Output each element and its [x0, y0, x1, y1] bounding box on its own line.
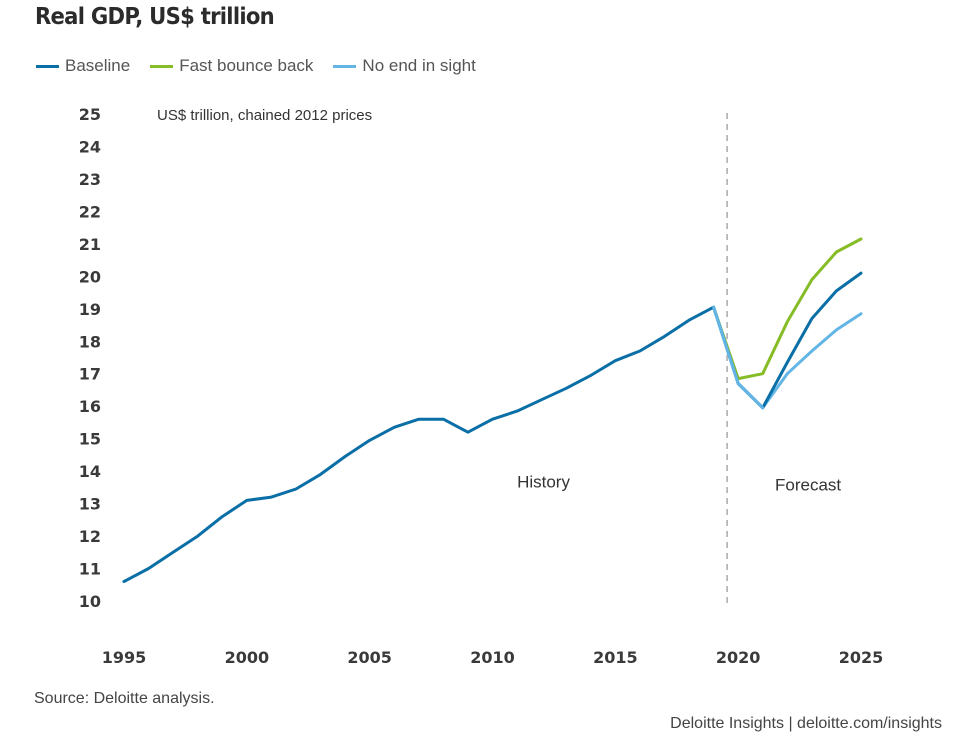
legend-item-fast-bounce-back: Fast bounce back — [150, 56, 313, 76]
y-tick-label: 16 — [79, 397, 101, 416]
legend-label-no-end-in-sight: No end in sight — [362, 56, 476, 75]
y-tick-label: 19 — [79, 300, 101, 319]
x-tick-label: 2020 — [716, 648, 761, 667]
x-tick-label: 2025 — [839, 648, 884, 667]
y-tick-label: 10 — [79, 592, 101, 611]
legend-item-baseline: Baseline — [36, 56, 130, 76]
y-tick-label: 14 — [79, 462, 101, 481]
y-tick-label: 24 — [79, 137, 101, 156]
series-line-no-end-in-sight-overlay — [712, 305, 765, 410]
annotation-forecast: Forecast — [775, 476, 841, 495]
unit-note: US$ trillion, chained 2012 prices — [157, 107, 372, 124]
legend-swatch-no-end-in-sight — [333, 64, 357, 68]
series-line-baseline — [122, 271, 863, 583]
chart-title: Real GDP, US$ trillion — [35, 4, 275, 30]
series-layer — [122, 237, 863, 583]
y-tick-label: 23 — [79, 170, 101, 189]
series-line-fast-bounce-back — [712, 237, 863, 381]
x-tick-label: 2015 — [593, 648, 638, 667]
annotations: History Forecast — [517, 472, 841, 494]
legend-swatch-baseline — [36, 64, 59, 68]
credit-link[interactable]: Deloitte Insights | deloitte.com/insight… — [670, 715, 942, 732]
x-tick-label: 2010 — [470, 648, 515, 667]
y-axis: 10 11 12 13 14 15 16 17 18 19 20 21 22 23 24 25 — [79, 105, 101, 611]
legend-label-fast-bounce-back: Fast bounce back — [179, 56, 314, 75]
x-axis: 1995 2000 2005 2010 2015 2020 2025 — [102, 648, 884, 667]
y-tick-label: 11 — [79, 560, 101, 579]
y-tick-label: 21 — [79, 235, 101, 254]
x-tick-label: 2005 — [347, 648, 392, 667]
x-tick-label: 1995 — [102, 648, 147, 667]
y-tick-label: 18 — [79, 332, 101, 351]
legend-label-baseline: Baseline — [65, 56, 131, 75]
legend-swatch-fast-bounce-back — [150, 64, 174, 68]
y-tick-label: 15 — [79, 430, 101, 449]
legend: Baseline Fast bounce back No end in sigh… — [36, 56, 496, 76]
y-tick-label: 25 — [79, 105, 101, 124]
x-tick-label: 2000 — [225, 648, 270, 667]
y-tick-label: 12 — [79, 527, 101, 546]
annotation-history: History — [517, 472, 570, 491]
y-tick-label: 20 — [79, 267, 101, 286]
legend-item-no-end-in-sight: No end in sight — [333, 56, 476, 76]
y-tick-label: 22 — [79, 202, 101, 221]
y-tick-label: 17 — [79, 365, 101, 384]
y-tick-label: 13 — [79, 495, 101, 514]
source-note: Source: Deloitte analysis. — [34, 690, 215, 707]
